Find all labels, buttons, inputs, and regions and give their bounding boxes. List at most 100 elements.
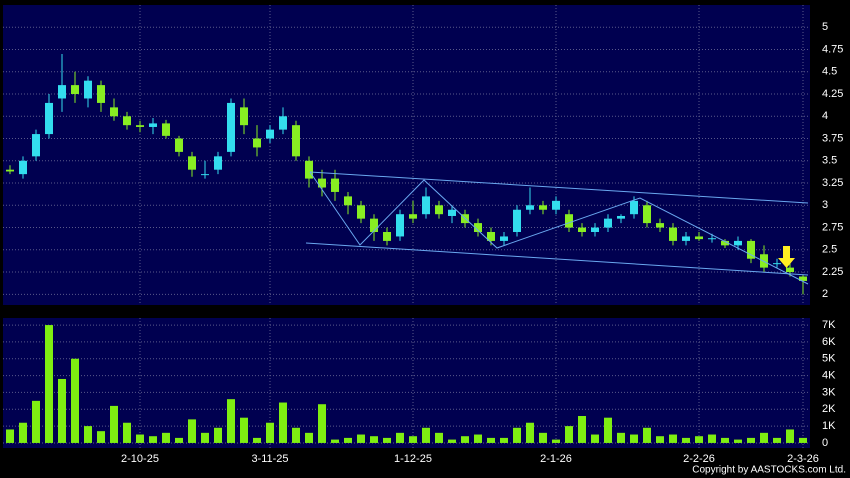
- volume-bar: [669, 434, 677, 443]
- volume-bar: [773, 437, 781, 443]
- x-tick-label: 2-1-26: [540, 453, 572, 465]
- candle-body: [149, 123, 157, 127]
- volume-bar: [331, 439, 339, 443]
- candle-body: [396, 214, 404, 237]
- volume-bar: [201, 432, 209, 443]
- candle-body: [409, 214, 417, 219]
- candle-body: [331, 178, 339, 192]
- volume-bar: [227, 399, 235, 443]
- candle-body: [721, 240, 729, 246]
- candle-body: [305, 160, 313, 179]
- y-tick-label: 6K: [822, 336, 836, 348]
- volume-bar: [643, 427, 651, 443]
- volume-bar: [422, 427, 430, 443]
- candle-body: [513, 209, 521, 233]
- candle-body: [240, 107, 248, 126]
- volume-bar: [799, 437, 807, 443]
- volume-bar: [162, 432, 170, 443]
- y-tick-label: 2: [822, 288, 828, 300]
- volume-bar: [214, 427, 222, 443]
- candle-body: [630, 200, 638, 215]
- candle-body: [45, 102, 53, 135]
- volume-bar: [656, 436, 664, 443]
- candle-body: [448, 209, 456, 216]
- candle-body: [656, 223, 664, 228]
- trendlines: [305, 171, 809, 285]
- candle-body: [799, 276, 807, 281]
- y-tick-label: 4.75: [822, 43, 843, 55]
- y-tick-label: 2.25: [822, 266, 843, 278]
- candle-body: [526, 205, 534, 210]
- volume-bar: [383, 437, 391, 443]
- candle-body: [344, 196, 352, 206]
- marks: 2 2.25 2.5 2.75 3 3.25 3.5 3.75 4 4.25 4.5 4.75 5 0 1K…: [3, 5, 843, 465]
- volume-bar: [682, 437, 690, 443]
- candle-body: [383, 232, 391, 241]
- candle-body: [266, 129, 274, 139]
- candle-body: [422, 196, 430, 215]
- candle-body: [578, 227, 586, 233]
- x-tick-label: 2-10-25: [121, 453, 159, 465]
- candle-body: [357, 205, 365, 219]
- volume-bar: [84, 426, 92, 443]
- candle-body: [201, 174, 209, 176]
- y-tick-label: 4.5: [822, 66, 837, 78]
- volume-bar: [97, 431, 105, 443]
- candle-body: [435, 205, 443, 215]
- volume-bar: [32, 400, 40, 443]
- volume-bar: [513, 427, 521, 443]
- y-tick-label: 7K: [822, 319, 836, 331]
- volume-bar: [71, 358, 79, 443]
- y-tick-label: 3K: [822, 386, 836, 398]
- volume-bar: [396, 432, 404, 443]
- volume-bar: [474, 434, 482, 443]
- candle-body: [318, 178, 326, 188]
- y-tick-label: 4: [822, 110, 828, 122]
- volume-bar: [58, 378, 66, 443]
- volume-bar: [305, 432, 313, 443]
- volume-bar: [734, 439, 742, 443]
- candle-body: [539, 205, 547, 210]
- candle-body: [682, 236, 690, 241]
- volume-bar: [721, 437, 729, 443]
- volume-bar: [110, 405, 118, 443]
- candle-body: [32, 134, 40, 157]
- candle-body: [370, 218, 378, 233]
- y-tick-label: 3.5: [822, 155, 837, 167]
- candle-body: [786, 267, 794, 273]
- volume-bar: [487, 437, 495, 443]
- y-tick-label: 2.75: [822, 221, 843, 233]
- volume-bar: [45, 325, 53, 443]
- y-tick-label: 5: [822, 21, 828, 33]
- x-tick-label: 2-2-26: [683, 453, 715, 465]
- candle-body: [591, 227, 599, 233]
- volume-bar: [136, 434, 144, 443]
- candle-body: [162, 123, 170, 136]
- volume-bar: [175, 437, 183, 443]
- candle-body: [253, 138, 261, 148]
- volume-bar: [461, 436, 469, 443]
- channel-top: [309, 171, 809, 204]
- arrow-icon: [778, 246, 795, 268]
- y-tick-label: 4.25: [822, 88, 843, 100]
- volume-bar: [435, 432, 443, 443]
- candle-body: [487, 232, 495, 241]
- volume-bar: [565, 426, 573, 443]
- volume-bar: [630, 434, 638, 443]
- y-tick-label: 2K: [822, 403, 836, 415]
- x-tick-label: 2-3-26: [787, 453, 819, 465]
- volume-bar: [292, 427, 300, 443]
- zigzag: [309, 171, 809, 285]
- candle-body: [84, 80, 92, 99]
- price-panel: [3, 5, 810, 305]
- volume-bar: [409, 436, 417, 443]
- candle-body: [695, 236, 703, 240]
- candle-body: [565, 214, 573, 228]
- candle-body: [292, 125, 300, 157]
- y-tick-label: 3: [822, 199, 828, 211]
- candle-body: [708, 238, 716, 240]
- volume-bar: [539, 432, 547, 443]
- candle-body: [474, 223, 482, 233]
- volume-bar: [357, 434, 365, 443]
- volume-bar: [240, 417, 248, 443]
